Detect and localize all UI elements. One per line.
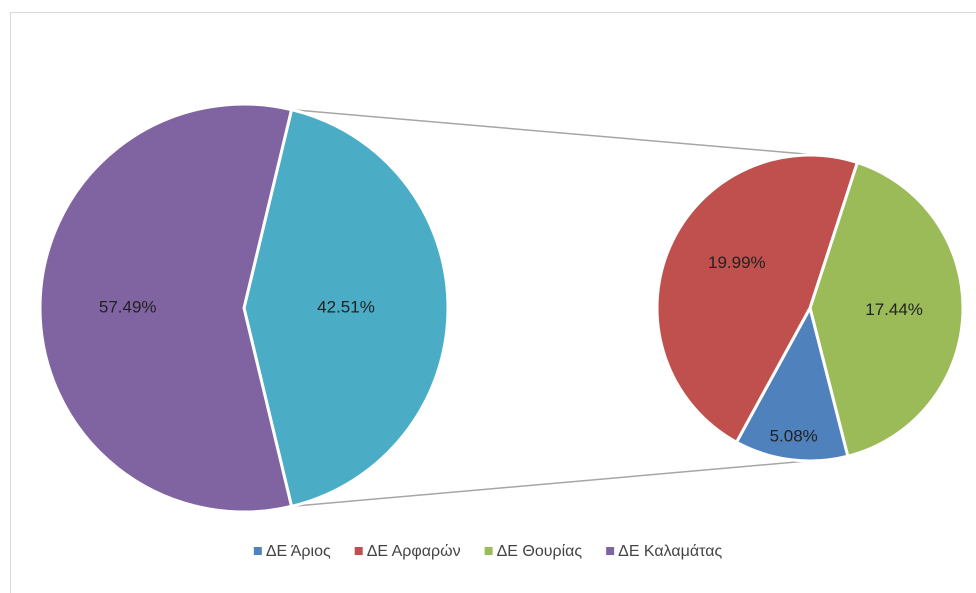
legend-label: ΔΕ Άριος: [266, 543, 331, 560]
data-label: 42.51%: [317, 297, 375, 316]
data-label: 17.44%: [865, 300, 923, 319]
legend-marker: [253, 547, 262, 555]
data-label: 19.99%: [708, 253, 766, 272]
pie-slice: [655, 153, 860, 445]
connector-line: [291, 108, 821, 157]
legend-marker: [354, 547, 363, 555]
legend-label: ΔΕ Θουρίας: [497, 543, 583, 560]
data-label: 57.49%: [99, 297, 157, 316]
pie-slice: [734, 303, 850, 463]
data-label: 5.08%: [770, 427, 818, 446]
legend-marker: [484, 547, 493, 555]
legend-marker: [606, 547, 615, 555]
connector-line: [291, 457, 840, 508]
legend-label: ΔΕ Καλαμάτας: [618, 543, 722, 560]
pie-slice: [242, 107, 450, 509]
legend-label: ΔΕ Αρφαρών: [367, 543, 461, 560]
pie-slice: [808, 160, 965, 459]
pie-slice: [38, 102, 294, 514]
